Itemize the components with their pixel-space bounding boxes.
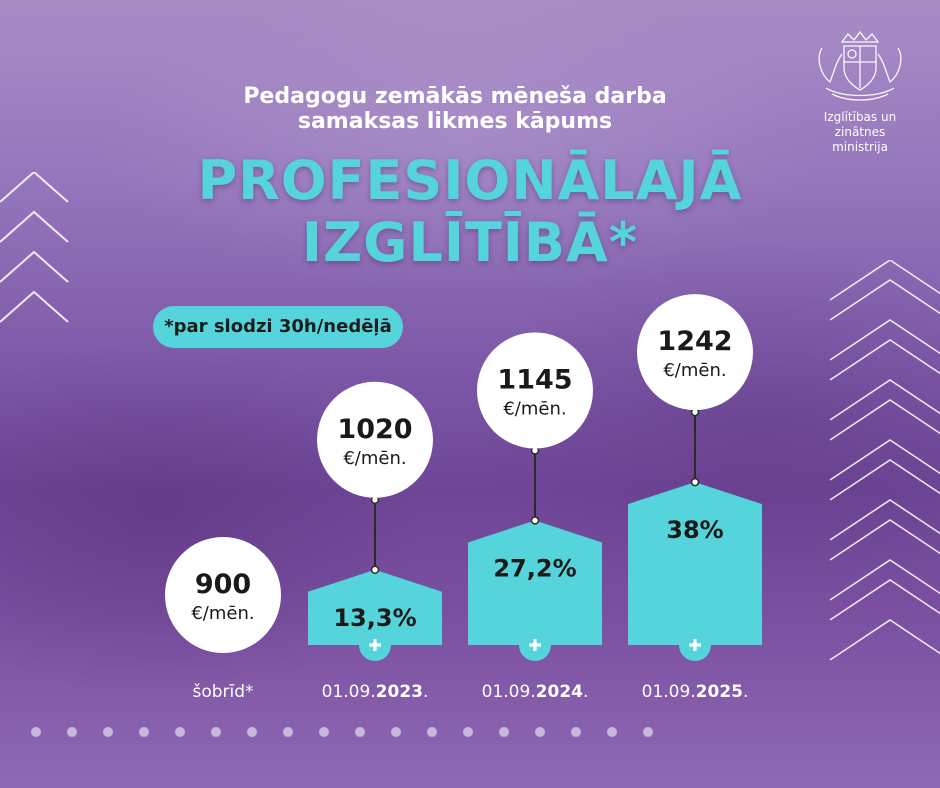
decor-dot <box>247 727 257 737</box>
decor-dot <box>607 727 617 737</box>
latvia-coat-of-arms-icon <box>818 30 902 101</box>
decor-dot <box>67 727 77 737</box>
connector-dot <box>530 516 540 525</box>
increase-label: 27,2% <box>493 554 576 582</box>
value-label: 1145 <box>497 364 572 395</box>
date-label: 01.09.2025. <box>642 682 749 702</box>
connector-dot <box>370 565 380 575</box>
value-bubble <box>637 294 753 411</box>
workload-note: *par slodzi 30h/nedēļā <box>153 306 403 348</box>
decor-dot <box>427 727 437 737</box>
decor-dot <box>211 727 221 737</box>
decor-dot <box>463 727 473 737</box>
chevron-decoration-left <box>0 172 69 323</box>
logo-text-line2: ministrija <box>832 140 888 154</box>
decor-dot <box>499 727 509 737</box>
decor-dot <box>535 727 545 737</box>
increase-label: 38% <box>666 516 723 544</box>
unit-label: €/mēn. <box>343 448 406 469</box>
title-line1: PROFESIONĀLAJĀ <box>197 149 743 212</box>
date-label: 01.09.2024. <box>482 682 589 702</box>
dots-decoration <box>31 727 653 737</box>
decor-dot <box>175 727 185 737</box>
plus-icon <box>369 639 381 651</box>
decor-dot <box>103 727 113 737</box>
value-label: 900 <box>195 569 251 600</box>
value-bubble <box>165 537 281 653</box>
value-label: 1242 <box>657 326 732 357</box>
decor-dot <box>643 727 653 737</box>
decor-dot <box>391 727 401 737</box>
decor-dot <box>319 727 329 737</box>
unit-label: €/mēn. <box>191 603 254 624</box>
title-line2: IZGLĪTĪBĀ* <box>301 211 639 274</box>
decor-dot <box>31 727 41 737</box>
plus-icon <box>529 639 541 651</box>
decor-dot <box>283 727 293 737</box>
plus-icon <box>689 639 701 651</box>
value-bubble <box>477 332 593 449</box>
value-label: 1020 <box>337 414 412 445</box>
decor-dot <box>571 727 581 737</box>
increase-bar <box>628 482 762 645</box>
page-title: PROFESIONĀLAJĀ IZGLĪTĪBĀ* <box>120 150 820 274</box>
decor-dot <box>355 727 365 737</box>
decor-dot <box>139 727 149 737</box>
unit-label: €/mēn. <box>663 360 726 381</box>
connector-dot <box>690 477 700 487</box>
ministry-logo: Izglītības un zinātnes ministrija <box>800 28 920 178</box>
unit-label: €/mēn. <box>503 398 566 419</box>
subtitle: Pedagogu zemākās mēneša darba samaksas l… <box>243 84 667 134</box>
increase-bar <box>308 569 442 645</box>
date-label: šobrīd* <box>192 682 253 702</box>
increase-bar <box>468 520 602 645</box>
increase-label: 13,3% <box>333 604 416 632</box>
logo-text-line1: Izglītības un zinātnes <box>823 110 897 139</box>
chevron-decoration-right <box>829 260 940 661</box>
date-label: 01.09.2023. <box>322 682 429 702</box>
value-bubble <box>317 381 433 498</box>
